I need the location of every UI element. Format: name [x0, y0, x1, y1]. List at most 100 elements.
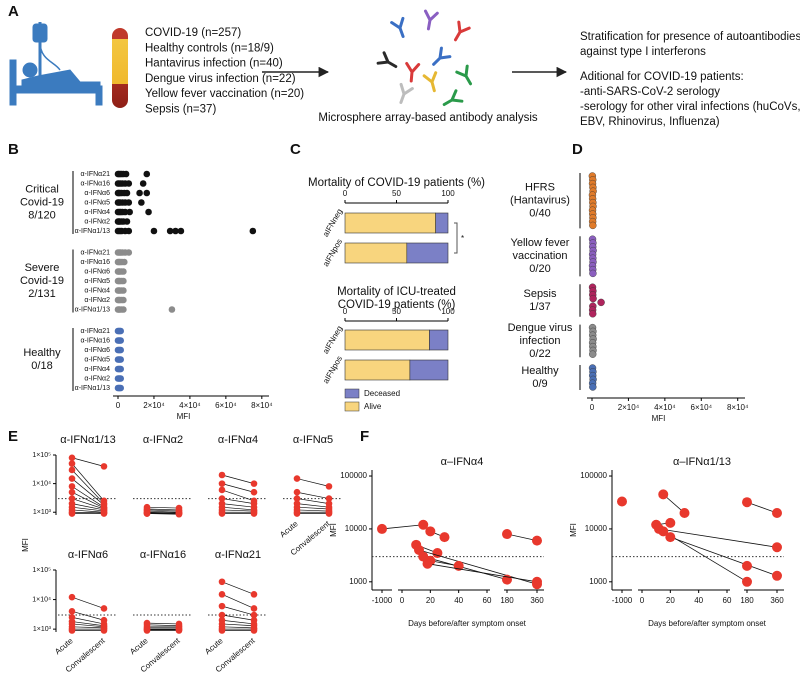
group-label: Severe [25, 262, 60, 274]
bar-segment [406, 242, 449, 264]
dot [293, 475, 301, 482]
dot [126, 208, 133, 216]
x-tick-label: 4×10⁴ [179, 401, 201, 410]
pair-line [71, 478, 105, 506]
bar-segment [344, 212, 436, 234]
y-tick-label: 1×10⁴ [32, 596, 51, 603]
plot-title: α-IFNα6 [68, 549, 108, 561]
plot-title: α-IFNα21 [215, 549, 261, 561]
y-tick-label: 1000 [349, 577, 367, 586]
pair-line [296, 506, 330, 510]
x-tick-label: 40 [694, 596, 703, 605]
bar-segment [429, 329, 449, 351]
legend-swatch [344, 401, 360, 412]
pair-line [296, 478, 330, 487]
pair-line [71, 617, 105, 625]
group-label: vaccination [512, 250, 567, 262]
cohort: Yellow fever vaccination (n=20) [145, 88, 304, 100]
significance: * [461, 234, 464, 243]
dot [597, 298, 605, 307]
dot [68, 454, 76, 462]
pair-line [71, 610, 105, 621]
x-tick-label: -1000 [372, 596, 393, 605]
dot [250, 611, 258, 619]
pair-line [146, 622, 180, 625]
dot [772, 507, 782, 518]
caption: Microsphere array-based antibody analysi… [318, 112, 537, 124]
dot [125, 249, 133, 256]
pair-line [146, 506, 180, 509]
dot [125, 227, 133, 235]
dot [293, 495, 301, 502]
category-label: Acute [53, 636, 75, 656]
pair-line [221, 623, 255, 627]
dot [122, 170, 130, 178]
cohort: COVID-19 (n=257) [145, 27, 241, 39]
additional-line: -serology for other viral infections (hu… [580, 101, 800, 113]
bar-segment [409, 359, 449, 381]
dot [68, 483, 76, 490]
panel-letter: D [572, 141, 583, 158]
x-tick-label: 100 [441, 307, 455, 316]
dot [218, 486, 226, 494]
pair-line [221, 503, 255, 508]
group-label: infection [520, 335, 561, 347]
dot [123, 218, 131, 225]
y-axis-label: MFI [569, 523, 578, 537]
dot [68, 608, 76, 615]
group-label: 0/40 [529, 208, 550, 220]
dot [100, 463, 108, 470]
group-label: HFRS [525, 182, 555, 194]
cohort: Dengue virus infection (n=22) [145, 73, 296, 85]
pair-line [221, 498, 255, 504]
dot [589, 294, 597, 303]
y-axis-label: MFI [329, 523, 338, 537]
pair-line [71, 621, 105, 627]
pair-line [221, 594, 255, 609]
pair-line [221, 483, 255, 493]
legend-label: Alive [364, 402, 382, 411]
x-tick-label: 6×10⁴ [691, 403, 713, 412]
x-tick-label: 8×10⁴ [727, 403, 749, 412]
group-label: 0/22 [529, 348, 550, 360]
dot [120, 268, 127, 275]
segment-line [427, 563, 538, 583]
pair-line [221, 619, 255, 625]
row-label: α-IFNα5 [84, 356, 110, 363]
x-tick-label: 360 [770, 596, 784, 605]
dot [250, 510, 258, 517]
panel-letter: E [8, 428, 18, 445]
row-label: α-IFNα5 [84, 199, 110, 206]
panel-letter: C [290, 141, 301, 158]
y-tick-label: 1×10³ [33, 509, 52, 516]
pair-line [221, 614, 255, 621]
dot [250, 591, 258, 598]
pair-line [71, 503, 105, 511]
segment-line [423, 556, 508, 581]
dot [218, 627, 226, 634]
category-label: aIFNpos [321, 354, 344, 385]
dot [117, 337, 124, 344]
plot-title: α-IFNα1/13 [60, 434, 116, 446]
dot [100, 605, 108, 612]
significance-bracket [454, 222, 458, 254]
x-tick-label: 2×10⁴ [143, 401, 165, 410]
dot [117, 384, 124, 392]
dot [68, 460, 76, 467]
segment-line [381, 524, 424, 530]
dot [117, 375, 124, 382]
pair-line [71, 511, 105, 514]
dot [117, 346, 124, 354]
row-label: α-IFNα21 [81, 171, 111, 178]
dot [679, 507, 690, 518]
dot [617, 496, 627, 507]
cohort: Healthy controls (n=18/9) [145, 42, 274, 54]
dot [100, 510, 108, 517]
row-label: α-IFNα4 [84, 287, 110, 294]
x-axis-label: Days before/after symptom onset [408, 619, 527, 628]
y-tick-label: 1×10⁵ [32, 452, 51, 459]
dot [218, 611, 226, 619]
dot [439, 532, 450, 543]
segment-line [670, 536, 778, 577]
group-label: Healthy [521, 365, 559, 377]
